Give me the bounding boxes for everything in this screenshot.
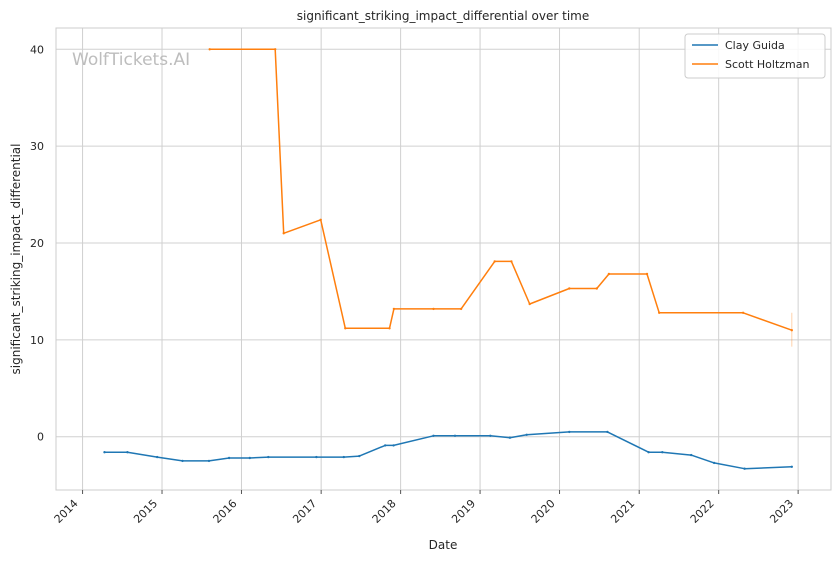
data-point-clay-guida-12 <box>392 444 395 447</box>
data-point-clay-guida-9 <box>342 455 345 459</box>
series-line-clay-guida <box>104 431 792 470</box>
data-point-clay-guida-20 <box>647 451 650 454</box>
y-tick-label-10: 10 <box>30 334 44 347</box>
data-point-clay-guida-5 <box>227 456 231 460</box>
y-tick-label-20: 20 <box>30 237 44 250</box>
grid-lines <box>56 28 831 490</box>
series-scott-holtzman <box>208 48 793 347</box>
data-point-clay-guida-22 <box>690 453 693 457</box>
data-point-scott-holtzman-8 <box>459 307 463 311</box>
data-point-clay-guida-4 <box>207 459 211 463</box>
data-point-scott-holtzman-10 <box>510 260 513 263</box>
y-tick-label-30: 30 <box>30 140 44 153</box>
data-point-scott-holtzman-6 <box>392 307 396 311</box>
data-point-clay-guida-17 <box>525 433 528 436</box>
data-point-scott-holtzman-7 <box>432 307 435 311</box>
data-point-clay-guida-0 <box>103 451 106 454</box>
chart-title: significant_striking_impact_differential… <box>297 9 589 23</box>
data-point-clay-guida-16 <box>508 436 512 439</box>
series-clay-guida <box>103 430 793 470</box>
legend: Clay Guida Scott Holtzman <box>684 33 826 79</box>
data-point-clay-guida-15 <box>489 434 492 437</box>
data-point-clay-guida-6 <box>248 456 251 460</box>
data-point-clay-guida-25 <box>790 465 793 468</box>
data-point-scott-holtzman-13 <box>595 287 598 290</box>
data-point-clay-guida-1 <box>126 451 129 454</box>
data-point-scott-holtzman-18 <box>790 329 793 332</box>
data-point-clay-guida-14 <box>453 434 457 437</box>
data-point-clay-guida-24 <box>743 467 746 470</box>
data-point-clay-guida-2 <box>156 455 159 459</box>
data-point-scott-holtzman-5 <box>388 327 391 330</box>
data-point-scott-holtzman-15 <box>645 272 649 276</box>
data-point-scott-holtzman-14 <box>607 272 611 276</box>
data-point-scott-holtzman-17 <box>741 311 745 314</box>
data-point-clay-guida-19 <box>606 430 609 434</box>
y-tick-label-40: 40 <box>30 43 44 56</box>
data-point-scott-holtzman-11 <box>528 302 531 306</box>
y-axis-ticks: 0 10 20 30 40 <box>30 43 44 443</box>
x-axis-label: Date <box>429 538 458 552</box>
data-point-clay-guida-7 <box>267 455 270 459</box>
data-point-clay-guida-21 <box>661 451 664 454</box>
legend-box <box>684 33 826 79</box>
legend-label-scott-holtzman: Scott Holtzman <box>725 58 809 71</box>
data-point-scott-holtzman-12 <box>568 287 571 290</box>
data-point-scott-holtzman-16 <box>658 311 661 314</box>
data-point-scott-holtzman-3 <box>319 218 322 221</box>
data-point-clay-guida-3 <box>181 459 184 463</box>
data-point-clay-guida-23 <box>712 461 716 465</box>
plot-frame <box>55 27 832 491</box>
data-point-clay-guida-18 <box>568 430 571 434</box>
series-lines <box>103 48 793 470</box>
data-point-scott-holtzman-4 <box>344 327 347 330</box>
data-point-scott-holtzman-1 <box>274 48 277 51</box>
data-point-scott-holtzman-2 <box>282 232 285 235</box>
data-point-clay-guida-10 <box>358 454 361 458</box>
legend-label-clay-guida: Clay Guida <box>725 39 785 52</box>
data-point-scott-holtzman-0 <box>208 48 211 51</box>
data-point-clay-guida-8 <box>315 455 318 459</box>
data-point-clay-guida-13 <box>432 434 435 437</box>
data-point-clay-guida-11 <box>384 444 387 447</box>
watermark: WolfTickets.AI <box>72 50 190 70</box>
y-tick-label-0: 0 <box>37 431 44 444</box>
data-point-scott-holtzman-9 <box>493 260 496 263</box>
y-axis-label: significant_striking_impact_differential <box>9 144 23 375</box>
